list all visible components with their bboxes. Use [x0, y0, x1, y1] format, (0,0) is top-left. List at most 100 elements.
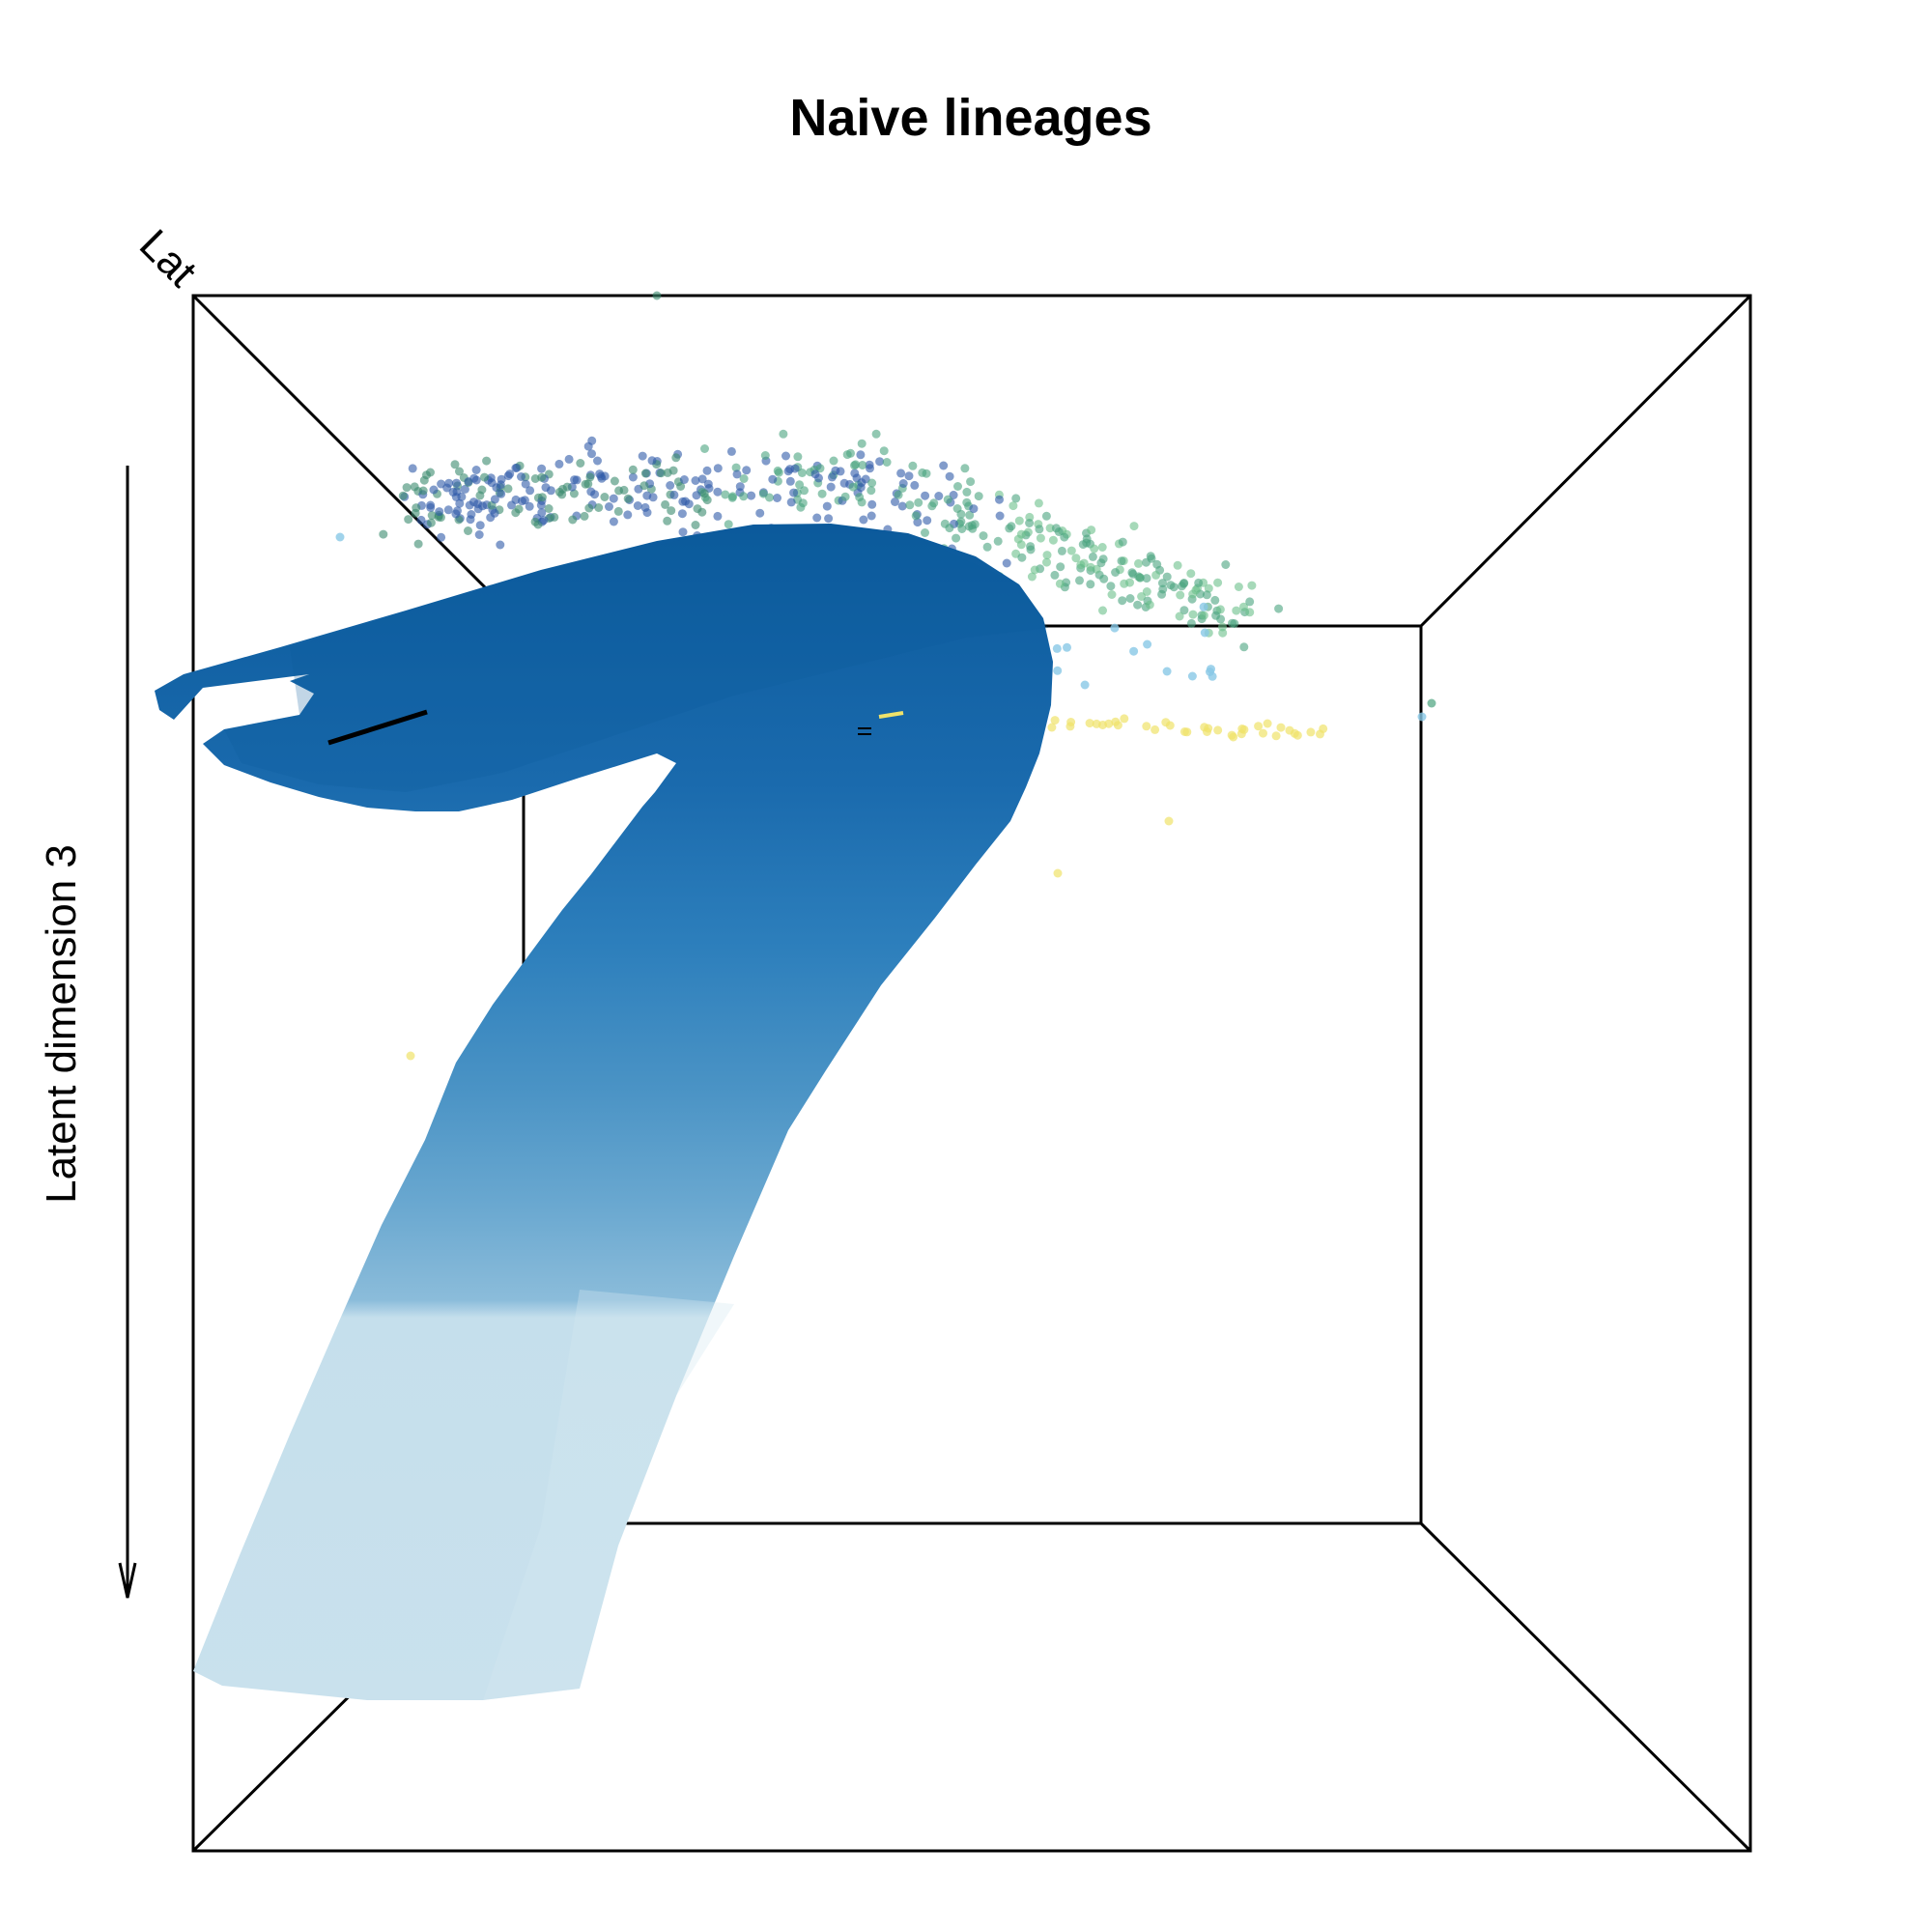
scatter-point — [554, 459, 564, 469]
scatter-point — [829, 456, 838, 466]
scatter-point — [525, 501, 534, 511]
scatter-point — [1099, 574, 1109, 583]
scatter-point — [1142, 574, 1151, 583]
scatter-point — [1164, 816, 1174, 826]
scatter-point — [569, 489, 579, 498]
scatter-point — [867, 478, 877, 488]
scatter-point — [1025, 519, 1035, 527]
scatter-point — [1016, 529, 1026, 539]
scatter-point — [810, 469, 820, 479]
scatter-point — [1176, 590, 1185, 600]
scatter-point — [1157, 589, 1167, 599]
scatter-point — [562, 482, 572, 492]
scatter-point — [398, 491, 408, 500]
scatter-point — [965, 510, 975, 520]
scatter-point — [894, 490, 903, 499]
scatter-point — [739, 492, 749, 501]
scatter-point — [850, 461, 859, 470]
scatter-point — [904, 471, 914, 481]
scatter-point — [422, 470, 431, 480]
scatter-point — [1162, 572, 1172, 582]
scatter-point — [1098, 721, 1107, 729]
scatter-point — [735, 482, 745, 492]
scatter-point — [1098, 554, 1108, 564]
scatter-point — [995, 511, 1005, 521]
scatter-point — [1133, 600, 1143, 610]
scatter-point — [1071, 554, 1081, 563]
scatter-point — [408, 464, 417, 473]
scatter-point — [1161, 718, 1171, 727]
scatter-point — [1199, 602, 1208, 611]
scatter-point — [1188, 589, 1198, 599]
scatter-point — [464, 526, 472, 535]
scatter-point — [1134, 558, 1143, 568]
scatter-point — [945, 524, 954, 533]
scatter-point — [897, 501, 907, 511]
scatter-point — [1239, 642, 1249, 652]
scatter-point — [891, 497, 899, 506]
scatter-point — [1229, 732, 1238, 742]
scatter-point — [914, 497, 923, 507]
scatter-point — [850, 469, 860, 478]
scatter-point — [452, 487, 462, 497]
scatter-point — [600, 493, 610, 501]
scatter-point — [795, 480, 805, 490]
scatter-point — [550, 512, 559, 522]
scatter-point — [1186, 618, 1196, 628]
scatter-point — [1213, 725, 1223, 735]
scatter-point — [1026, 545, 1036, 554]
scatter-point — [826, 482, 836, 492]
scatter-point — [1066, 546, 1076, 555]
scatter-point — [773, 494, 781, 502]
scatter-point — [640, 502, 650, 512]
scatter-point — [742, 466, 752, 475]
scatter-point — [703, 479, 713, 489]
scatter-point — [497, 474, 506, 484]
scatter-point — [960, 464, 970, 473]
scatter-point — [412, 503, 421, 513]
scatter-point — [726, 446, 736, 456]
scatter-point — [669, 490, 679, 499]
scatter-point — [781, 451, 790, 461]
scatter-point — [1145, 600, 1154, 610]
scatter-point — [1417, 712, 1427, 722]
scatter-point — [1027, 572, 1037, 582]
scatter-point — [1036, 533, 1045, 543]
overlay-segments — [327, 709, 904, 746]
scatter-point — [1120, 714, 1129, 724]
scatter-point — [1271, 731, 1281, 741]
scatter-point — [747, 491, 756, 500]
scatter-point — [824, 514, 834, 524]
scatter-point — [1143, 639, 1152, 649]
scatter-point — [416, 515, 426, 525]
scatter-point — [619, 485, 629, 495]
scatter-point — [1016, 540, 1026, 550]
scatter-point — [480, 472, 489, 482]
scatter-point — [503, 484, 513, 494]
scatter-point — [652, 291, 662, 300]
depth-axis-label: Lat — [130, 220, 206, 296]
scatter-point — [896, 469, 906, 478]
scatter-point — [1042, 551, 1052, 560]
scatter-point — [427, 511, 437, 520]
scatter-point — [576, 459, 585, 468]
scatter-point — [1274, 604, 1284, 613]
scatter-point — [969, 504, 979, 514]
scatter-point — [697, 507, 707, 517]
scatter-point — [437, 532, 446, 542]
scatter-point — [1213, 578, 1223, 587]
scatter-point — [848, 482, 858, 492]
scatter-point — [1427, 698, 1436, 708]
scatter-point — [812, 513, 822, 523]
z-axis-label: Latent dimension 3 — [38, 844, 85, 1204]
scatter-point — [1113, 721, 1122, 730]
scatter-point — [474, 530, 484, 539]
scatter-point — [1117, 556, 1126, 566]
scatter-point — [974, 492, 983, 501]
scatter-point — [1129, 522, 1139, 531]
scatter-point — [898, 479, 908, 488]
scatter-point — [1048, 535, 1058, 545]
scatter-point — [1179, 606, 1189, 615]
scatter-point — [1218, 622, 1227, 632]
